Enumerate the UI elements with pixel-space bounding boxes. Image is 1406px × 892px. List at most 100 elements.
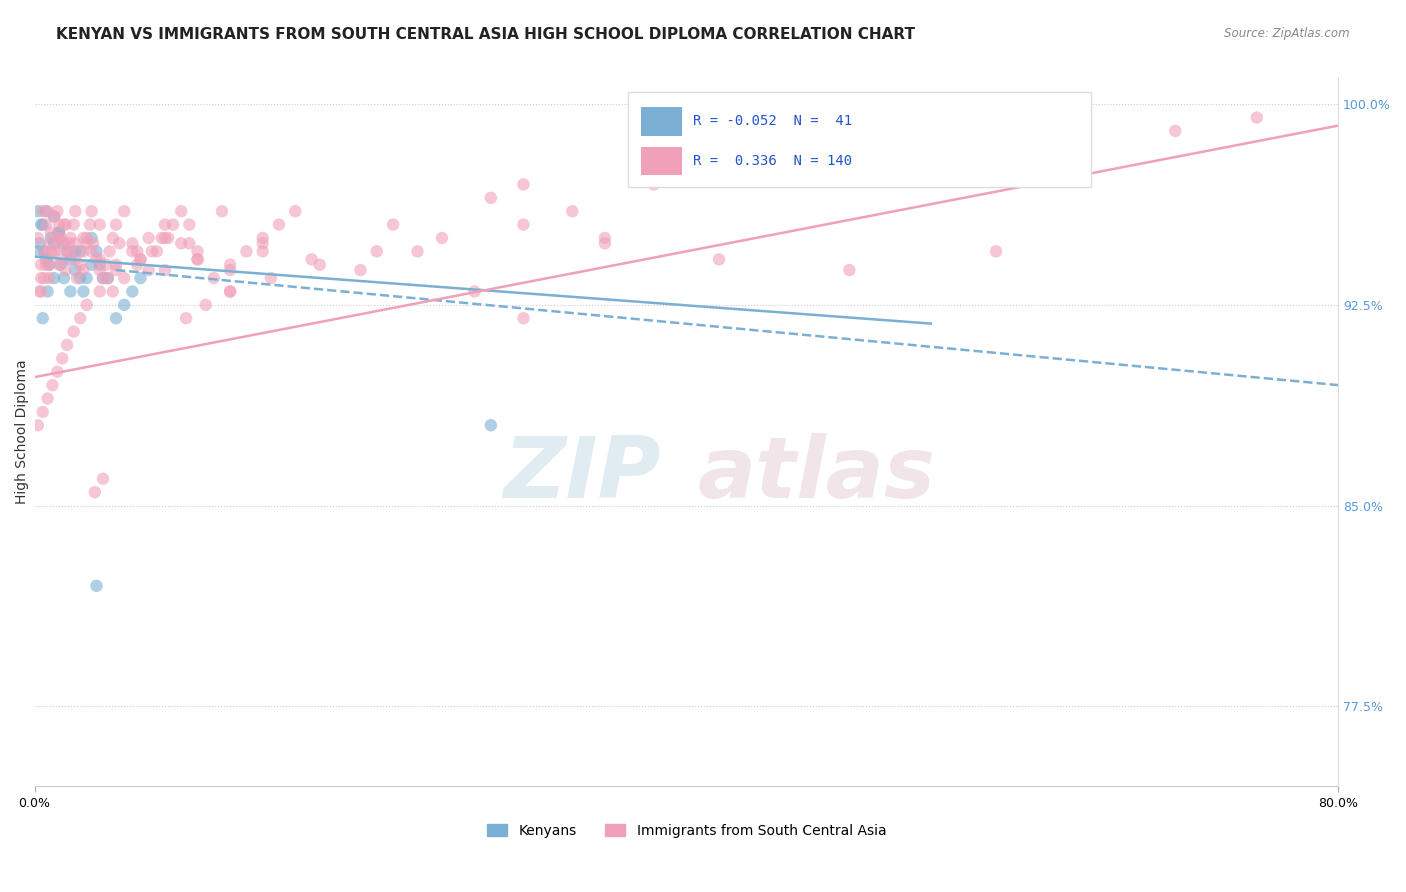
Point (65, 244, 87, 259)
Point (34, 244, 56, 259)
Point (35, 252, 58, 267)
Point (260, 271, 283, 285)
Point (27, 244, 49, 259)
Point (170, 236, 193, 251)
Point (39, 226, 62, 240)
Point (127, 258, 149, 272)
Point (39, 231, 62, 245)
Point (48, 231, 70, 245)
Point (45, 244, 67, 259)
Point (80, 231, 103, 245)
Point (31, 218, 53, 232)
Point (186, 252, 208, 267)
Point (42, 210, 65, 224)
Point (157, 231, 180, 245)
Point (69, 311, 91, 326)
Point (170, 204, 193, 219)
Bar (641, 107, 682, 136)
Point (593, 231, 616, 245)
Point (984, 244, 1007, 259)
Point (76, 271, 98, 285)
Point (153, 218, 176, 232)
Point (48, 226, 70, 240)
Point (38, 236, 60, 251)
Point (30, 258, 52, 272)
Point (30, 285, 52, 299)
Point (267, 218, 290, 232)
Point (34, 271, 56, 285)
Point (59, 285, 82, 299)
Point (59, 244, 82, 259)
Point (38, 258, 60, 272)
Point (59, 252, 82, 267)
Point (121, 236, 143, 251)
Point (219, 258, 242, 272)
Point (707, 252, 730, 267)
Point (105, 218, 128, 232)
Point (62, 218, 84, 232)
Point (49, 231, 72, 245)
Point (83, 485, 105, 500)
Point (31, 405, 53, 419)
Point (31, 311, 53, 326)
Point (59, 231, 82, 245)
Point (80, 258, 103, 272)
Point (46, 365, 69, 379)
Point (105, 263, 128, 277)
Point (72, 231, 94, 245)
Point (406, 244, 429, 259)
Point (138, 231, 160, 245)
Point (48, 258, 70, 272)
Point (252, 231, 274, 245)
Point (150, 231, 173, 245)
Point (69, 271, 91, 285)
Point (129, 252, 152, 267)
Point (179, 218, 201, 232)
Text: atlas: atlas (697, 433, 936, 516)
Point (49, 258, 72, 272)
Point (72, 285, 94, 299)
Legend: Kenyans, Immigrants from South Central Asia: Kenyans, Immigrants from South Central A… (481, 818, 891, 843)
Point (51, 351, 73, 366)
Point (65, 252, 87, 267)
Point (51, 236, 73, 251)
Point (138, 263, 160, 277)
Point (838, 151, 860, 165)
Point (194, 298, 217, 312)
Point (675, 164, 697, 178)
Point (162, 218, 184, 232)
Point (141, 244, 163, 259)
Point (82, 236, 104, 251)
Point (349, 263, 371, 277)
Point (52, 218, 75, 232)
Point (366, 244, 388, 259)
Text: ZIP: ZIP (503, 433, 661, 516)
Point (153, 263, 176, 277)
Point (79, 218, 101, 232)
Point (146, 244, 169, 259)
Point (202, 271, 225, 285)
Point (186, 252, 208, 267)
Point (89, 252, 111, 267)
Point (27, 231, 49, 245)
Point (561, 204, 583, 219)
Point (37, 285, 59, 299)
Point (46, 231, 69, 245)
Point (34, 244, 56, 259)
Point (179, 236, 201, 251)
Point (72, 244, 94, 259)
Point (52, 236, 75, 251)
Point (91, 271, 114, 285)
Point (1246, 111, 1268, 125)
Point (479, 418, 502, 433)
Point (308, 258, 330, 272)
Point (48, 226, 70, 240)
Point (97, 271, 120, 285)
Point (65, 263, 87, 277)
Point (105, 311, 128, 326)
Point (121, 285, 143, 299)
Point (76, 236, 98, 251)
Point (96, 258, 118, 272)
Point (479, 191, 502, 205)
Point (65, 204, 87, 219)
